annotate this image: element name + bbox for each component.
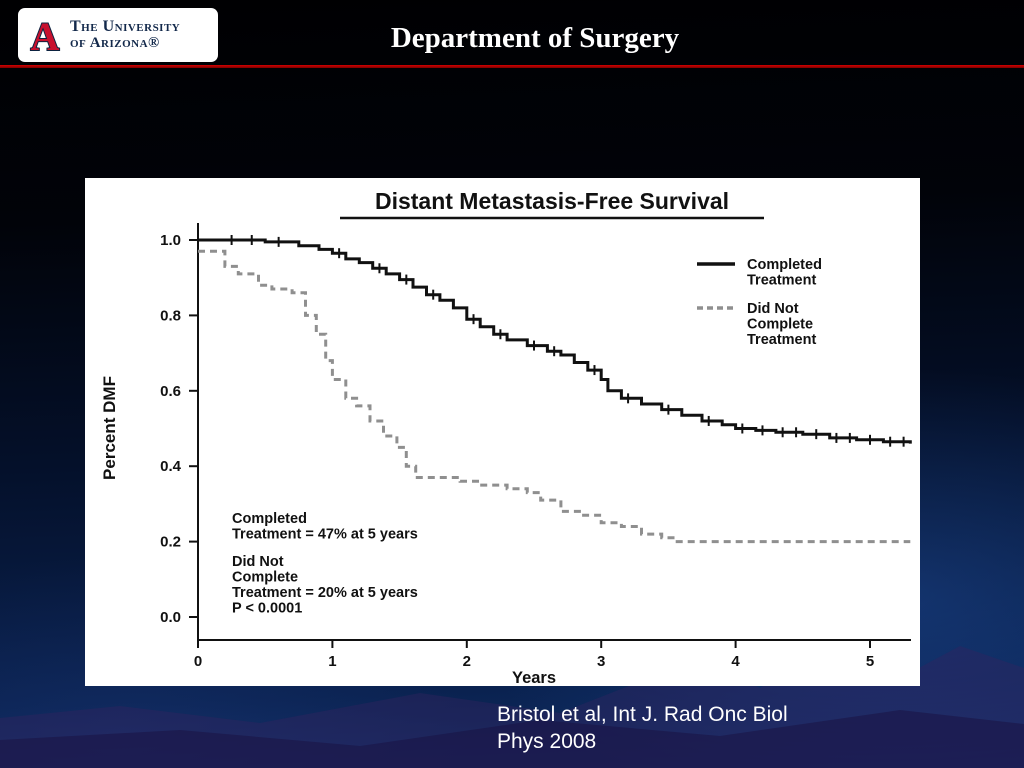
legend-label: Did Not [747, 301, 799, 317]
x-axis-label: Years [512, 669, 556, 686]
x-tick-label: 1 [328, 653, 336, 670]
x-tick-label: 0 [194, 653, 202, 670]
arizona-a-letter: A [31, 14, 60, 56]
series-line-1 [198, 238, 912, 444]
legend-label: Treatment [747, 273, 816, 289]
y-tick-label: 0.0 [160, 609, 181, 626]
citation-line1: Bristol et al, Int J. Rad Onc Biol [497, 703, 788, 726]
legend-label: Treatment [747, 332, 816, 348]
y-axis-label: Percent DMF [100, 376, 119, 480]
y-tick-label: 0.2 [160, 534, 181, 551]
annotation-line: Complete [232, 570, 298, 586]
x-tick-label: 5 [866, 653, 874, 670]
annotation-line: Treatment = 47% at 5 years [232, 527, 418, 543]
series-line-2 [198, 249, 911, 544]
legend-label: Completed [747, 257, 822, 273]
logo-line1: The University [70, 17, 181, 35]
logo-line2: of Arizona® [70, 34, 160, 51]
chart-title: Distant Metastasis-Free Survival [375, 188, 729, 214]
x-tick-label: 4 [731, 653, 740, 670]
university-logo: A The University of Arizona® [18, 8, 218, 62]
university-logo-text: The University of Arizona® [70, 17, 181, 52]
arizona-a-icon: A [30, 14, 61, 56]
chart-panel: Distant Metastasis-Free Survival Percent … [85, 178, 920, 686]
legend-label: Complete [747, 317, 813, 333]
slide-title: Department of Surgery [390, 22, 680, 54]
header-divider [0, 65, 1024, 68]
survival-chart: Distant Metastasis-Free Survival Percent … [100, 188, 912, 686]
annotation-line: Treatment = 20% at 5 years [232, 585, 418, 601]
x-tick-label: 2 [463, 653, 471, 670]
x-tick-label: 3 [597, 653, 605, 670]
y-tick-label: 0.4 [160, 458, 182, 475]
citation-line2: Phys 2008 [497, 730, 597, 753]
y-tick-label: 0.8 [160, 307, 181, 324]
annotation-line: P < 0.0001 [232, 601, 302, 617]
y-tick-label: 1.0 [160, 232, 181, 249]
y-tick-label: 0.6 [160, 383, 181, 400]
annotation-line: Completed [232, 511, 307, 527]
annotation-line: Did Not [232, 554, 284, 570]
citation: Bristol et al, Int J. Rad Onc Biol Phys … [497, 701, 788, 755]
